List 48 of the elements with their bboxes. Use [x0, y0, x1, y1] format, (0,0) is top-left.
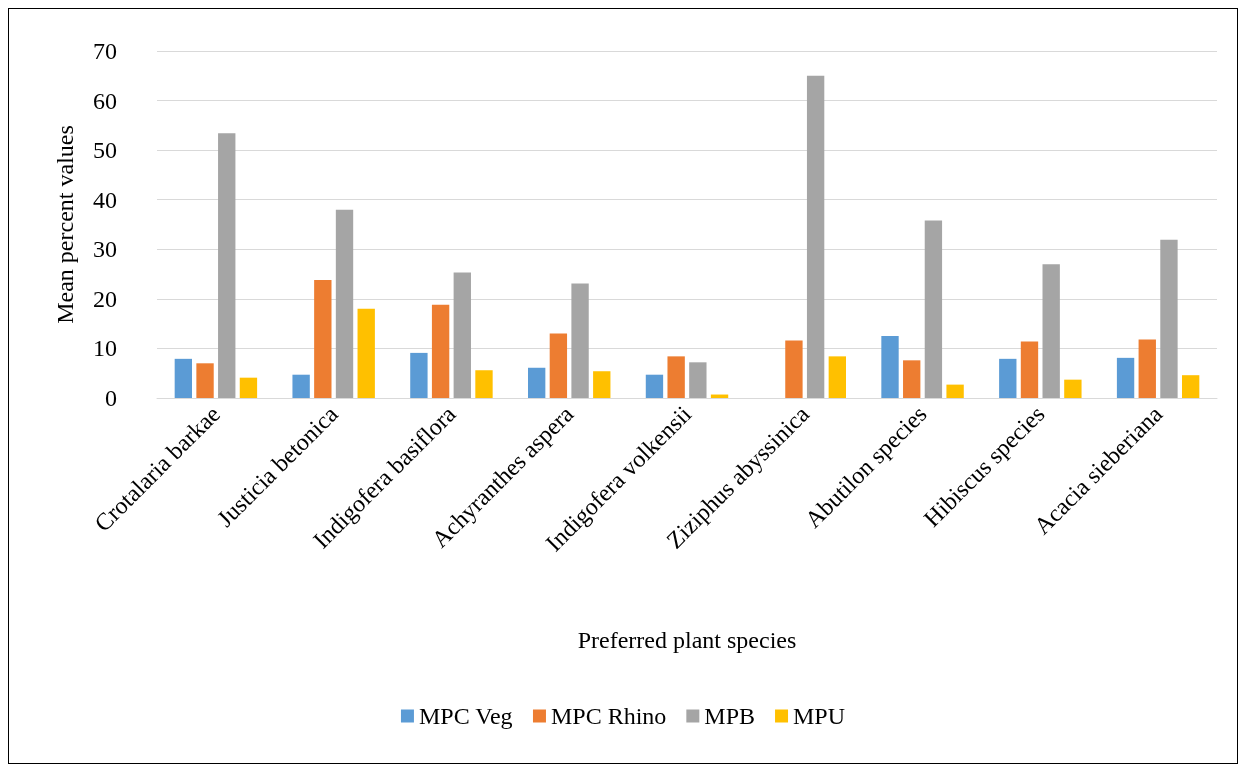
legend-label: MPC Rhino	[550, 703, 667, 729]
bar	[218, 133, 236, 398]
bar	[881, 336, 899, 398]
y-tick-label: 30	[93, 236, 117, 263]
y-tick-label: 50	[93, 137, 117, 164]
legend-label: MPU	[793, 703, 846, 729]
y-tick-label: 60	[93, 87, 117, 114]
bar	[1181, 375, 1200, 398]
bar	[410, 352, 428, 398]
y-tick-label: 10	[93, 335, 117, 362]
x-axis-title: Preferred plant species	[577, 627, 797, 653]
bar	[1064, 379, 1082, 398]
bar	[549, 333, 568, 398]
y-axis-title: Mean percent values	[52, 125, 78, 324]
y-tick-label: 20	[93, 285, 117, 312]
bar	[475, 370, 493, 398]
bar	[357, 308, 375, 398]
bar	[946, 384, 964, 398]
bar	[1116, 357, 1135, 398]
bar	[1042, 264, 1060, 398]
bar	[453, 272, 471, 398]
bar	[571, 283, 589, 398]
bar	[667, 356, 685, 398]
bar	[239, 377, 258, 398]
bar	[431, 304, 450, 398]
bar	[335, 209, 354, 398]
bar	[924, 220, 943, 398]
bar	[785, 340, 803, 398]
bar	[1160, 239, 1178, 398]
bar	[689, 362, 707, 398]
bar	[828, 356, 846, 398]
y-tick-label: 0	[105, 385, 117, 411]
bar	[528, 367, 546, 398]
bar	[806, 75, 825, 398]
bar	[593, 371, 611, 398]
bar	[903, 360, 921, 398]
bar	[645, 374, 664, 398]
bar	[999, 358, 1017, 398]
bar	[1138, 339, 1156, 398]
bar	[1020, 341, 1039, 398]
bar	[174, 358, 193, 398]
bar	[314, 280, 332, 398]
legend-label: MPB	[704, 703, 756, 729]
legend-label: MPC Veg	[418, 703, 513, 729]
y-tick-label: 40	[93, 186, 117, 213]
y-tick-label: 70	[93, 38, 117, 64]
bar	[292, 374, 310, 398]
bar	[196, 363, 214, 398]
